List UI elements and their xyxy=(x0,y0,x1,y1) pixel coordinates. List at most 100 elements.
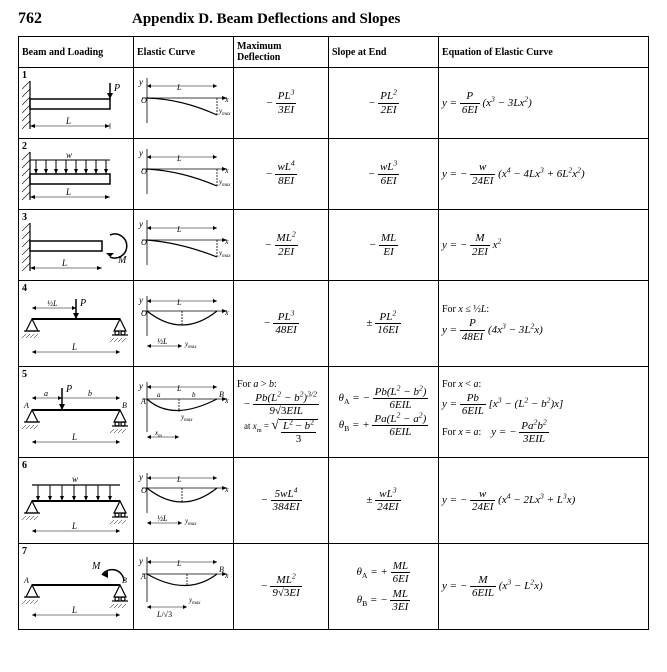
svg-text:O: O xyxy=(141,486,147,495)
svg-text:½L: ½L xyxy=(157,337,168,346)
row-number: 2 xyxy=(22,141,130,152)
row-number: 5 xyxy=(22,369,130,380)
svg-text:L: L xyxy=(176,225,182,234)
table-row: 2 xyxy=(19,139,649,210)
svg-text:w: w xyxy=(72,474,78,484)
svg-text:b: b xyxy=(88,389,92,398)
table-row: 5 P A B xyxy=(19,367,649,458)
simple-beam-center-load-diagram: P ½L L xyxy=(22,294,130,364)
slope-cell: ± PL216EI xyxy=(329,281,439,367)
max-deflection-cell: − PL348EI xyxy=(234,281,329,367)
row-number: 6 xyxy=(22,460,130,471)
svg-text:L: L xyxy=(71,521,77,531)
svg-text:x: x xyxy=(224,308,229,317)
svg-text:A: A xyxy=(140,397,146,406)
curve-diagram-cell: yOx L ymax xyxy=(134,139,234,210)
slope-cell: − PL22EI xyxy=(329,68,439,139)
max-deflection-cell: − 5wL4384EI xyxy=(234,458,329,544)
load-diagram-cell: 1 P xyxy=(19,68,134,139)
svg-text:L: L xyxy=(176,559,182,568)
equation-cell: y = − w24EI (x4 − 4Lx3 + 6L2x2) xyxy=(439,139,649,210)
svg-text:P: P xyxy=(65,384,72,395)
elastic-curve-diagram: y O x L ymax xyxy=(137,73,232,133)
max-deflection-cell: − wL48EI xyxy=(234,139,329,210)
elastic-curve-diagram: yOx L ymax xyxy=(137,215,232,275)
slope-cell: θA = + ML6EI θB = − ML3EI xyxy=(329,544,439,630)
simple-beam-offcenter-load-diagram: P AB ab L xyxy=(22,380,130,455)
svg-text:O: O xyxy=(141,96,147,105)
slope-cell: − MLEI xyxy=(329,210,439,281)
load-diagram-cell: 2 xyxy=(19,139,134,210)
svg-text:A: A xyxy=(23,576,29,585)
elastic-curve-diagram: yABx L L/√3 ymax xyxy=(137,552,232,622)
svg-text:a: a xyxy=(44,389,48,398)
formula-equation: y = Pb6EIL [x3 − (L2 − b2)x] xyxy=(442,398,563,410)
header-elastic-curve: Elastic Curve xyxy=(134,37,234,68)
svg-text:x: x xyxy=(224,95,229,104)
formula-deflection: − wL48EI xyxy=(265,168,297,180)
table-row: 3 M L xyxy=(19,210,649,281)
simple-beam-udl-diagram: w L xyxy=(22,471,130,541)
svg-text:A: A xyxy=(140,572,146,581)
svg-text:ymax: ymax xyxy=(218,107,231,117)
formula-deflection: − Pb(L2 − b2)3/29√3EIL xyxy=(243,398,319,410)
header-max-deflection: Maximum Deflection xyxy=(234,37,329,68)
formula-slope-a: θA = + ML6EI xyxy=(357,566,411,578)
formula-equation: y = P6EI (x3 − 3Lx2) xyxy=(442,97,532,109)
elastic-curve-diagram: yOx L ymax xyxy=(137,144,232,204)
svg-text:a: a xyxy=(157,391,161,399)
svg-text:L/√3: L/√3 xyxy=(156,610,172,619)
deflection-table: Beam and Loading Elastic Curve Maximum D… xyxy=(18,36,649,630)
svg-text:ymax: ymax xyxy=(218,178,231,188)
svg-text:L: L xyxy=(65,187,71,197)
page: 762 Appendix D. Beam Deflections and Slo… xyxy=(0,0,667,640)
svg-text:½L: ½L xyxy=(47,299,58,308)
svg-text:O: O xyxy=(141,309,147,318)
svg-text:B: B xyxy=(122,401,127,410)
formula-slope: − wL36EI xyxy=(368,168,400,180)
equation-cell: For x < a: y = Pb6EIL [x3 − (L2 − b2)x] … xyxy=(439,367,649,458)
svg-text:L: L xyxy=(71,342,77,352)
max-deflection-cell: For a > b: − Pb(L2 − b2)3/29√3EIL at xm … xyxy=(234,367,329,458)
max-deflection-cell: − PL33EI xyxy=(234,68,329,139)
table-row: 1 P xyxy=(19,68,649,139)
formula-equation: y = − w24EI (x4 − 4Lx3 + 6L2x2) xyxy=(442,168,585,180)
condition-text: For x < a: xyxy=(442,379,645,390)
svg-text:ymax: ymax xyxy=(184,517,197,527)
equation-cell: y = − w24EI (x4 − 2Lx3 + L3x) xyxy=(439,458,649,544)
svg-text:L: L xyxy=(71,605,77,615)
svg-text:y: y xyxy=(138,381,143,391)
elastic-curve-diagram: yABx L ab ymax xm xyxy=(137,377,232,447)
row-number: 7 xyxy=(22,546,130,557)
svg-text:y: y xyxy=(138,77,143,87)
elastic-curve-diagram: yOx L ½L ymax xyxy=(137,468,232,533)
svg-text:B: B xyxy=(219,390,224,399)
row-number: 1 xyxy=(22,70,130,81)
header-row: Beam and Loading Elastic Curve Maximum D… xyxy=(19,37,649,68)
formula-slope: − PL22EI xyxy=(368,97,399,109)
row-number: 4 xyxy=(22,283,130,294)
formula-deflection: − 5wL4384EI xyxy=(260,494,301,506)
svg-text:P: P xyxy=(79,298,86,309)
elastic-curve-diagram: yOx L ½L ymax xyxy=(137,291,232,356)
svg-text:y: y xyxy=(138,219,143,229)
condition-text: For x ≤ ½L: xyxy=(442,304,645,315)
header-beam-loading: Beam and Loading xyxy=(19,37,134,68)
equation-cell: y = − M6EIL (x3 − L2x) xyxy=(439,544,649,630)
load-diagram-cell: 3 M L xyxy=(19,210,134,281)
load-diagram-cell: 4 P xyxy=(19,281,134,367)
curve-diagram-cell: yABx L ab ymax xm xyxy=(134,367,234,458)
svg-text:y: y xyxy=(138,472,143,482)
slope-cell: θA = − Pb(L2 − b2)6EIL θB = + Pa(L2 − a2… xyxy=(329,367,439,458)
svg-text:O: O xyxy=(141,167,147,176)
formula-slope-b: θB = + Pa(L2 − a2)6EIL xyxy=(339,419,428,431)
formula-equation: y = − M6EIL (x3 − L2x) xyxy=(442,580,543,592)
svg-text:L: L xyxy=(65,116,71,126)
formula-deflection: − PL348EI xyxy=(263,317,299,329)
table-row: 4 P xyxy=(19,281,649,367)
svg-text:y: y xyxy=(138,556,143,566)
condition-text-2: For x = a: y = − Pa2b23EIL xyxy=(442,420,645,445)
max-deflection-cell: − ML22EI xyxy=(234,210,329,281)
simple-beam-end-moment-diagram: M AB L xyxy=(22,557,130,627)
svg-text:L: L xyxy=(176,384,182,393)
